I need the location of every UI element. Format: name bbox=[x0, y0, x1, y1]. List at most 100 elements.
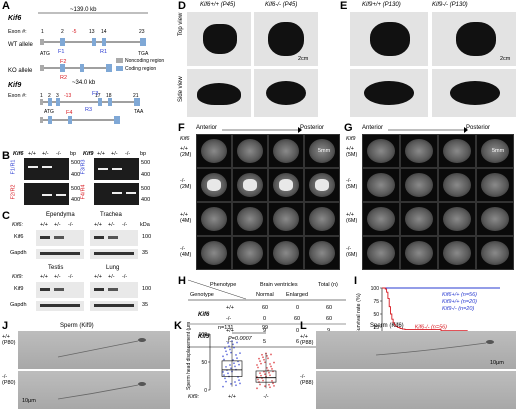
mri-slice bbox=[268, 236, 304, 270]
mri-slice bbox=[268, 202, 304, 236]
data-point bbox=[257, 366, 259, 369]
c-geno: -/- bbox=[68, 222, 74, 228]
data-point bbox=[272, 382, 274, 385]
mri-slice bbox=[400, 134, 438, 168]
e-title-wt: Kif9+/+ (P130) bbox=[362, 2, 401, 8]
legend-coding-swatch bbox=[116, 66, 123, 71]
kif9-exon-num: 18 bbox=[106, 93, 112, 99]
b-ladder: 500 bbox=[141, 186, 151, 192]
kif6-exon-num: 14 bbox=[101, 29, 107, 35]
data-point bbox=[263, 358, 265, 361]
kif9-exon-num: 21 bbox=[133, 93, 139, 99]
d-photo-ko-side bbox=[254, 69, 318, 117]
b-geno: -/- bbox=[56, 151, 62, 157]
b-ladder: 400 bbox=[71, 197, 81, 203]
d-photo-wt-side bbox=[187, 69, 251, 117]
kif9-atg: ATG bbox=[44, 109, 54, 115]
data-point bbox=[262, 379, 264, 382]
h-cell: 60 bbox=[262, 305, 268, 311]
data-point bbox=[239, 382, 241, 385]
mri-slice bbox=[476, 236, 514, 270]
h-gene: Kif9 bbox=[198, 334, 210, 340]
b-kif6-label: Kif6 bbox=[13, 151, 24, 157]
l-sperm-wt bbox=[316, 331, 516, 369]
c-geno: +/- bbox=[54, 274, 61, 280]
mri-slice bbox=[400, 202, 438, 236]
mri-slice bbox=[362, 168, 400, 202]
f-row: +/+ (2M) bbox=[180, 146, 192, 158]
legend-entry: Kif9-/- (n=20) bbox=[442, 306, 474, 312]
b-geno: +/+ bbox=[28, 151, 36, 157]
b-geno: +/+ bbox=[97, 151, 105, 157]
mri-slice bbox=[196, 168, 232, 202]
category-label: +/+ bbox=[228, 394, 236, 400]
g-row: -/- (5M) bbox=[346, 178, 358, 190]
h-cell: 9 bbox=[263, 328, 266, 334]
y-axis-label: Survival rate (%) bbox=[356, 293, 362, 334]
j-sperm-wt bbox=[18, 331, 170, 369]
mri-slice bbox=[362, 236, 400, 270]
kif6-deletion-label: -5 bbox=[72, 29, 77, 35]
survival-line bbox=[382, 287, 481, 333]
data-point bbox=[238, 379, 240, 382]
c-tissue-ependyma: Ependyma bbox=[46, 212, 75, 218]
c-geno: +/+ bbox=[40, 222, 48, 228]
data-point bbox=[228, 345, 230, 348]
mri-slice bbox=[232, 168, 268, 202]
kif6-exon-label: Exon #: bbox=[8, 29, 27, 35]
mri-slice bbox=[232, 236, 268, 270]
b-bp: bp bbox=[70, 151, 77, 157]
data-point bbox=[233, 362, 235, 365]
b-geno: +/- bbox=[42, 151, 49, 157]
h-header-normal: Normal bbox=[256, 292, 274, 298]
data-point bbox=[233, 346, 235, 349]
b-geno: -/- bbox=[125, 151, 131, 157]
c-tissue-trachea: Trachea bbox=[100, 212, 122, 218]
data-point bbox=[225, 365, 227, 368]
mri-slice bbox=[304, 236, 340, 270]
h-geno: +/+ bbox=[226, 328, 234, 334]
f-gene: Kif6 bbox=[180, 136, 190, 142]
c-geno: -/- bbox=[122, 222, 128, 228]
f-posterior: Posterior bbox=[300, 125, 325, 131]
e-scale: 2cm bbox=[500, 56, 511, 62]
b-bp: bp bbox=[140, 151, 147, 157]
data-point bbox=[262, 356, 264, 359]
data-point bbox=[235, 384, 237, 387]
data-point bbox=[264, 361, 266, 364]
kif6-ko-label: KO allele bbox=[8, 68, 33, 74]
data-point bbox=[261, 353, 263, 356]
kif6-primer-f1: F1 bbox=[58, 49, 64, 55]
y-tick-label: 100 bbox=[199, 332, 208, 338]
mri-slice bbox=[268, 168, 304, 202]
data-point bbox=[260, 362, 262, 365]
c-tissue-testis: Testis bbox=[48, 265, 64, 271]
data-point bbox=[234, 381, 236, 383]
j-row: +/+ (P80) bbox=[2, 334, 16, 346]
box bbox=[255, 370, 277, 383]
data-point bbox=[259, 360, 261, 363]
e-photo-wt-top bbox=[350, 12, 428, 66]
kif6-primer-f2: F2 bbox=[60, 59, 66, 65]
mri-slice bbox=[196, 202, 232, 236]
data-point bbox=[269, 374, 271, 377]
c-geno: +/- bbox=[108, 274, 115, 280]
box bbox=[221, 360, 243, 377]
c-geno: -/- bbox=[68, 274, 74, 280]
n-label: n=131 bbox=[218, 325, 233, 331]
e-photo-ko-top bbox=[432, 12, 516, 66]
data-point bbox=[270, 365, 272, 368]
g-row: -/- (6M) bbox=[346, 246, 358, 258]
c-protein: Gapdh bbox=[10, 250, 27, 256]
g-scale: 5mm bbox=[492, 148, 505, 154]
b-primer-f4r4: F4/R4 bbox=[80, 184, 87, 200]
panel-l-label: L bbox=[300, 320, 307, 332]
kif9-exon-label: Exon #: bbox=[8, 93, 27, 99]
panel-c-label: C bbox=[2, 210, 10, 222]
l-title: Sperm (Kif6) bbox=[370, 323, 404, 329]
e-photo-wt-side bbox=[350, 69, 428, 117]
c-kif9-geno-label: Kif9: bbox=[12, 274, 24, 280]
data-point bbox=[266, 366, 268, 369]
l-scale: 10μm bbox=[490, 360, 504, 366]
h-header-total: Total (n) bbox=[318, 282, 338, 288]
